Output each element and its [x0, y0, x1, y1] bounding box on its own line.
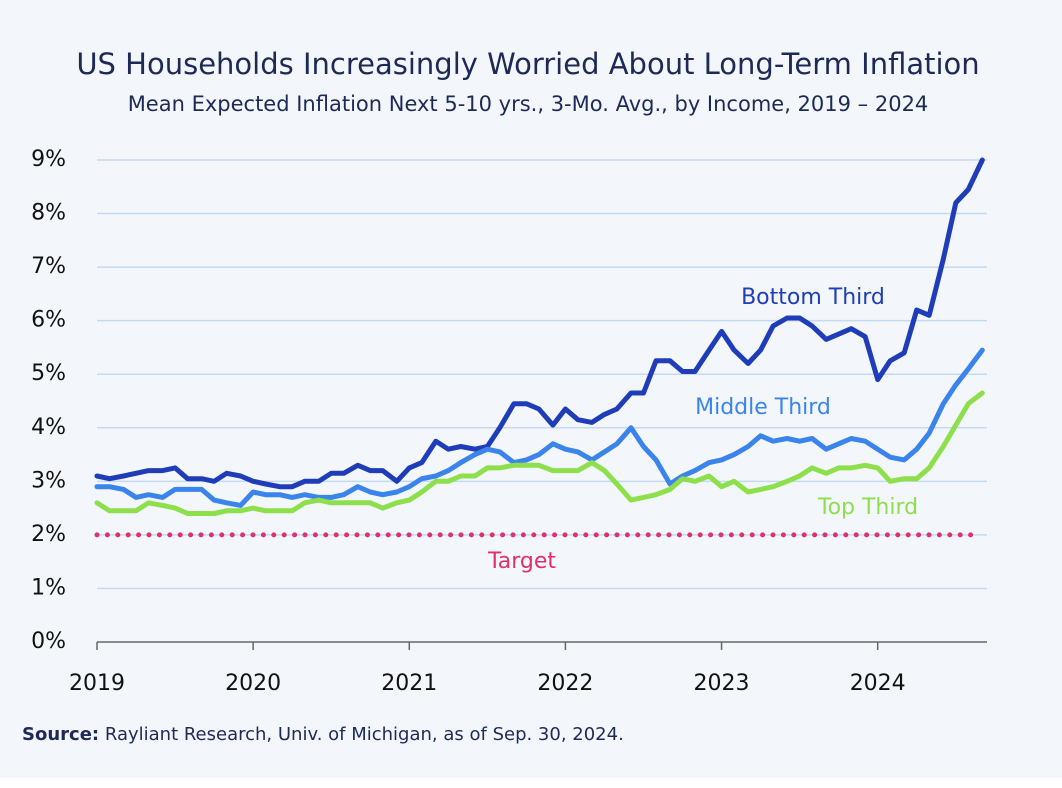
- y-tick-label: 8%: [31, 201, 66, 226]
- source: Source: Rayliant Research, Univ. of Mich…: [22, 724, 624, 745]
- chart-title: US Households Increasingly Worried About…: [76, 47, 979, 81]
- x-tick-label: 2019: [69, 671, 125, 696]
- x-tick-label: 2021: [381, 671, 437, 696]
- series-line: [94, 157, 985, 490]
- series-line: [94, 347, 985, 508]
- y-tick-label: 4%: [31, 415, 66, 440]
- x-tick-label: 2022: [537, 671, 593, 696]
- source-text: Rayliant Research, Univ. of Michigan, as…: [105, 724, 624, 745]
- x-tick-label: 2023: [694, 671, 750, 696]
- y-tick-label: 2%: [31, 522, 66, 547]
- y-tick-label: 5%: [31, 361, 66, 386]
- target-label: Target: [487, 549, 556, 574]
- y-tick-label: 3%: [31, 468, 66, 493]
- y-tick-label: 6%: [31, 308, 66, 333]
- series-label: Top Third: [817, 495, 918, 520]
- y-tick-label: 1%: [31, 575, 66, 600]
- y-tick-label: 7%: [31, 254, 66, 279]
- chart-subtitle: Mean Expected Inflation Next 5-10 yrs., …: [128, 92, 929, 116]
- series-label: Middle Third: [695, 395, 831, 420]
- y-tick-label: 0%: [31, 629, 66, 654]
- series-line: [94, 390, 985, 516]
- source-label: Source:: [22, 724, 99, 745]
- series-label: Bottom Third: [741, 285, 885, 310]
- x-tick-label: 2024: [850, 671, 906, 696]
- y-tick-label: 9%: [31, 147, 66, 172]
- x-tick-label: 2020: [225, 671, 281, 696]
